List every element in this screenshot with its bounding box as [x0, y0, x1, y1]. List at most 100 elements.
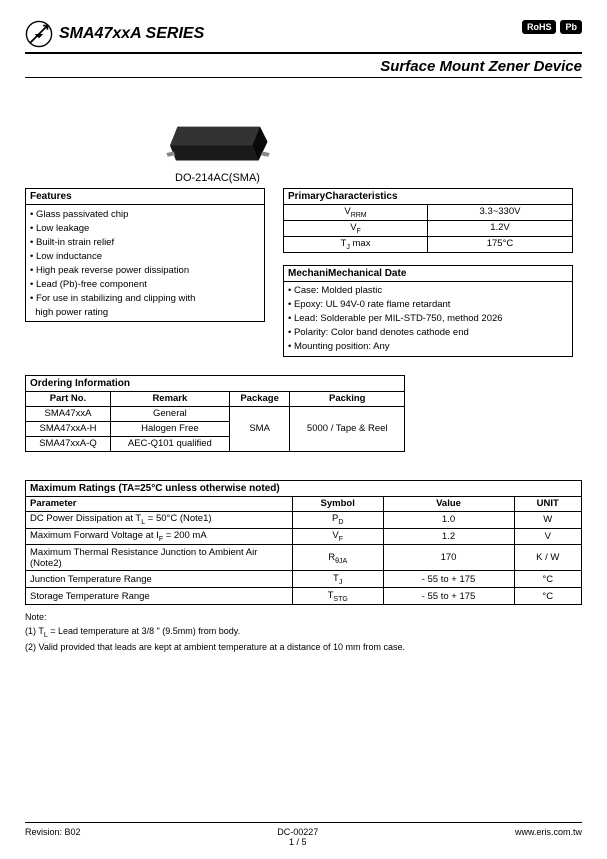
part-no-cell: SMA47xxA-H: [26, 421, 111, 436]
ordering-row: SMA47xxAGeneralSMA5000 / Tape & Reel: [26, 406, 405, 421]
package-cell: SMA: [229, 406, 290, 451]
char-row: VRRM3.3~330V: [284, 205, 572, 221]
value-cell: 1.0: [383, 511, 514, 528]
char-row: VF1.2V: [284, 221, 572, 237]
param-cell: DC Power Dissipation at TL = 50°C (Note1…: [26, 511, 293, 528]
char-key: VF: [284, 221, 428, 236]
primary-char-box: PrimaryCharacteristics VRRM3.3~330VVF1.2…: [283, 188, 573, 253]
remark-cell: Halogen Free: [111, 421, 230, 436]
primary-char-title: PrimaryCharacteristics: [284, 189, 572, 205]
mech-item: • Epoxy: UL 94V-0 rate flame retardant: [288, 298, 568, 312]
feature-item: • Glass passivated chip: [30, 207, 260, 221]
pb-badge: Pb: [560, 20, 582, 34]
ordering-header-cell: Package: [229, 391, 290, 406]
max-ratings-headers: ParameterSymbolValueUNIT: [26, 496, 582, 511]
ordering-headers: Part No.RemarkPackagePacking: [26, 391, 405, 406]
rohs-badge: RoHS: [522, 20, 557, 34]
unit-cell: V: [514, 528, 581, 545]
note-2: (2) Valid provided that leads are kept a…: [25, 641, 582, 655]
doc-number: DC-00227: [277, 827, 318, 837]
compliance-badges: RoHS Pb: [522, 20, 582, 34]
char-value: 175°C: [428, 237, 572, 252]
feature-item: • For use in stabilizing and clipping wi…: [30, 291, 260, 305]
features-list: • Glass passivated chip• Low leakage• Bu…: [26, 205, 264, 321]
primary-char-rows: VRRM3.3~330VVF1.2VTJ max175°C: [284, 205, 572, 252]
param-cell: Maximum Forward Voltage at IF = 200 mA: [26, 528, 293, 545]
mech-item: • Case: Molded plastic: [288, 284, 568, 298]
notes-section: Note: (1) TL = Lead temperature at 3/8 "…: [25, 611, 582, 654]
ordering-header-cell: Part No.: [26, 391, 111, 406]
ordering-title: Ordering Information: [26, 375, 405, 391]
feature-item: • High peak reverse power dissipation: [30, 263, 260, 277]
ordering-body: SMA47xxAGeneralSMA5000 / Tape & ReelSMA4…: [26, 406, 405, 451]
max-header-cell: Symbol: [292, 496, 383, 511]
component-image: [155, 108, 275, 168]
website-url: www.eris.com.tw: [515, 827, 582, 847]
mechanical-box: MechaniMechanical Date • Case: Molded pl…: [283, 265, 573, 357]
feature-item: high power rating: [30, 305, 260, 319]
max-row: Junction Temperature RangeTJ- 55 to + 17…: [26, 571, 582, 588]
value-cell: - 55 to + 175: [383, 571, 514, 588]
char-key: VRRM: [284, 205, 428, 220]
unit-cell: °C: [514, 571, 581, 588]
max-row: Storage Temperature RangeTSTG- 55 to + 1…: [26, 588, 582, 605]
char-value: 3.3~330V: [428, 205, 572, 220]
note-1: (1) TL = Lead temperature at 3/8 " (9.5m…: [25, 625, 582, 641]
ordering-table: Ordering Information Part No.RemarkPacka…: [25, 375, 405, 452]
page-header: SMA47xxA SERIES RoHS Pb: [25, 20, 582, 54]
max-row: DC Power Dissipation at TL = 50°C (Note1…: [26, 511, 582, 528]
notes-title: Note:: [25, 611, 582, 625]
max-ratings-title: Maximum Ratings (TA=25°C unless otherwis…: [26, 480, 582, 496]
remark-cell: General: [111, 406, 230, 421]
symbol-cell: TSTG: [292, 588, 383, 605]
remark-cell: AEC-Q101 qualified: [111, 436, 230, 451]
mech-item: • Mounting position: Any: [288, 340, 568, 354]
page-number: 1 / 5: [289, 837, 307, 847]
part-no-cell: SMA47xxA-Q: [26, 436, 111, 451]
feature-item: • Built-in strain relief: [30, 235, 260, 249]
value-cell: - 55 to + 175: [383, 588, 514, 605]
revision-label: Revision: B02: [25, 827, 81, 847]
features-box: Features • Glass passivated chip• Low le…: [25, 188, 265, 322]
mechanical-list: • Case: Molded plastic• Epoxy: UL 94V-0 …: [284, 282, 572, 356]
value-cell: 170: [383, 545, 514, 571]
ordering-header-cell: Remark: [111, 391, 230, 406]
unit-cell: °C: [514, 588, 581, 605]
footer-center: DC-00227 1 / 5: [277, 827, 318, 847]
max-header-cell: UNIT: [514, 496, 581, 511]
max-ratings-table: Maximum Ratings (TA=25°C unless otherwis…: [25, 480, 582, 606]
char-key: TJ max: [284, 237, 428, 252]
part-no-cell: SMA47xxA: [26, 406, 111, 421]
right-column: PrimaryCharacteristics VRRM3.3~330VVF1.2…: [283, 188, 573, 357]
char-value: 1.2V: [428, 221, 572, 236]
logo-title-group: SMA47xxA SERIES: [25, 20, 204, 48]
mechanical-title: MechaniMechanical Date: [284, 266, 572, 282]
max-row: Maximum Thermal Resistance Junction to A…: [26, 545, 582, 571]
left-column: Features • Glass passivated chip• Low le…: [25, 188, 265, 322]
feature-item: • Low leakage: [30, 221, 260, 235]
feature-item: • Lead (Pb)-free component: [30, 277, 260, 291]
ordering-header-cell: Packing: [290, 391, 405, 406]
feature-item: • Low inductance: [30, 249, 260, 263]
mech-item: • Lead: Solderable per MIL-STD-750, meth…: [288, 312, 568, 326]
page-subtitle: Surface Mount Zener Device: [25, 58, 582, 78]
component-caption: DO-214AC(SMA): [175, 172, 582, 184]
char-row: TJ max175°C: [284, 237, 572, 252]
unit-cell: K / W: [514, 545, 581, 571]
param-cell: Storage Temperature Range: [26, 588, 293, 605]
features-title: Features: [26, 189, 264, 205]
symbol-cell: VF: [292, 528, 383, 545]
max-header-cell: Parameter: [26, 496, 293, 511]
packing-cell: 5000 / Tape & Reel: [290, 406, 405, 451]
max-header-cell: Value: [383, 496, 514, 511]
series-title: SMA47xxA SERIES: [59, 25, 204, 43]
symbol-cell: PD: [292, 511, 383, 528]
param-cell: Junction Temperature Range: [26, 571, 293, 588]
mech-item: • Polarity: Color band denotes cathode e…: [288, 326, 568, 340]
symbol-cell: TJ: [292, 571, 383, 588]
max-row: Maximum Forward Voltage at IF = 200 mAVF…: [26, 528, 582, 545]
page-footer: Revision: B02 DC-00227 1 / 5 www.eris.co…: [25, 822, 582, 847]
param-cell: Maximum Thermal Resistance Junction to A…: [26, 545, 293, 571]
info-columns: Features • Glass passivated chip• Low le…: [25, 188, 582, 357]
unit-cell: W: [514, 511, 581, 528]
